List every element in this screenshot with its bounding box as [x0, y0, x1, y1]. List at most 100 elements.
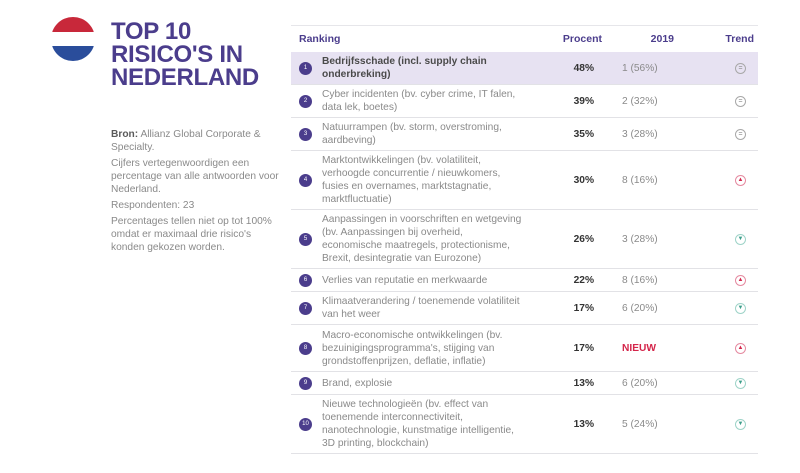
- trend-equal-icon: =: [735, 62, 746, 74]
- risk-ranking-table: Ranking Procent 2019 Trend 1 Bedrijfsscha…: [291, 25, 758, 454]
- trend-down-icon: ▼: [735, 302, 746, 314]
- risk-cell: 9 Brand, explosie: [291, 374, 524, 393]
- table-row: 8 Macro-economische ontwikkelingen (bv. b…: [291, 325, 758, 372]
- previous-year-rank: 2 (32%): [622, 95, 658, 107]
- table-row: 1 Bedrijfsschade (incl. supply chain onde…: [291, 52, 758, 85]
- table-row: 10 Nieuwe technologieën (bv. effect van t…: [291, 395, 758, 454]
- table-top-divider: [291, 25, 758, 26]
- previous-year-rank: NIEUW: [622, 342, 656, 354]
- risk-description: Verlies van reputatie en merkwaarde: [322, 274, 488, 286]
- source-line: Bron: Allianz Global Corporate & Special…: [111, 128, 286, 154]
- table-header: Ranking Procent 2019 Trend: [291, 26, 758, 52]
- percent-value: 17%: [573, 302, 594, 314]
- risk-cell: 7 Klimaatverandering / toenemende volatil…: [291, 292, 524, 324]
- rank-badge: 2: [299, 94, 312, 108]
- trend-down-icon: ▼: [735, 377, 746, 389]
- previous-year-rank: 8 (16%): [622, 274, 658, 286]
- risk-description: Brand, explosie: [322, 377, 393, 389]
- rank-badge: 7: [299, 301, 312, 315]
- source-label: Bron:: [111, 129, 139, 140]
- trend-up-icon: ▲: [735, 274, 746, 286]
- header-ranking: Ranking: [299, 33, 341, 45]
- trend-cell: ▲: [696, 274, 758, 286]
- percent-value: 13%: [573, 418, 594, 430]
- risk-description: Macro-economische ontwikkelingen (bv. be…: [322, 329, 503, 367]
- risk-description: Cyber incidenten (bv. cyber crime, IT fa…: [322, 89, 516, 113]
- title-line: TOP 10: [111, 18, 192, 45]
- percent-value: 30%: [573, 174, 594, 186]
- risk-cell: 5 Aanpassingen in voorschriften en wetgev…: [291, 210, 524, 268]
- trend-cell: ▼: [696, 377, 758, 389]
- header-trend: Trend: [725, 33, 754, 45]
- risk-description: Nieuwe technologieën (bv. effect van toe…: [322, 399, 514, 449]
- trend-cell: ▼: [696, 418, 758, 430]
- table-row: 2 Cyber incidenten (bv. cyber crime, IT f…: [291, 85, 758, 118]
- table-row: 9 Brand, explosie 13% 6 (20%) ▼: [291, 372, 758, 395]
- rank-badge: 10: [299, 417, 312, 431]
- rank-badge: 6: [299, 273, 312, 287]
- table-row: 4 Marktontwikkelingen (bv. volatiliteit, …: [291, 151, 758, 210]
- trend-equal-icon: =: [735, 128, 746, 140]
- risk-description: Aanpassingen in voorschriften en wetgevi…: [322, 214, 522, 264]
- trend-up-icon: ▲: [735, 342, 746, 354]
- previous-year-rank: 6 (20%): [622, 377, 658, 389]
- note-totals: Percentages tellen niet op tot 100% omda…: [111, 216, 272, 253]
- rank-badge: 9: [299, 376, 312, 390]
- rank-badge: 5: [299, 232, 312, 246]
- percent-value: 39%: [573, 95, 594, 107]
- risk-cell: 6 Verlies van reputatie en merkwaarde: [291, 271, 524, 290]
- trend-equal-icon: =: [735, 95, 746, 107]
- risk-description: Natuurrampen (bv. storm, overstroming, a…: [322, 122, 502, 146]
- percent-value: 17%: [573, 342, 594, 354]
- trend-cell: ▼: [696, 302, 758, 314]
- previous-year-rank: 8 (16%): [622, 174, 658, 186]
- title-line: NEDERLAND: [111, 64, 259, 91]
- source-notes: Bron: Allianz Global Corporate & Special…: [111, 128, 286, 257]
- risk-cell: 1 Bedrijfsschade (incl. supply chain onde…: [291, 52, 524, 84]
- percent-value: 48%: [573, 62, 594, 74]
- risk-description: Bedrijfsschade (incl. supply chain onder…: [322, 56, 487, 80]
- trend-cell: ▼: [696, 233, 758, 245]
- percent-value: 22%: [573, 274, 594, 286]
- percent-value: 26%: [573, 233, 594, 245]
- title-line: RISICO'S IN: [111, 41, 243, 68]
- rank-badge: 4: [299, 173, 312, 187]
- percent-value: 13%: [573, 377, 594, 389]
- rank-badge: 3: [299, 127, 312, 141]
- trend-cell: =: [696, 128, 758, 140]
- risk-description: Marktontwikkelingen (bv. volatiliteit, v…: [322, 155, 501, 205]
- previous-year-rank: 3 (28%): [622, 128, 658, 140]
- trend-cell: =: [696, 95, 758, 107]
- respondents-count: Respondenten: 23: [111, 200, 195, 211]
- risk-cell: 10 Nieuwe technologieën (bv. effect van t…: [291, 395, 524, 453]
- trend-down-icon: ▼: [735, 233, 746, 245]
- netherlands-flag-icon: [51, 17, 95, 61]
- risk-cell: 8 Macro-economische ontwikkelingen (bv. b…: [291, 326, 524, 371]
- previous-year-rank: 1 (56%): [622, 62, 658, 74]
- previous-year-rank: 6 (20%): [622, 302, 658, 314]
- table-row: 5 Aanpassingen in voorschriften en wetgev…: [291, 210, 758, 269]
- previous-year-rank: 5 (24%): [622, 418, 658, 430]
- rank-badge: 8: [299, 341, 312, 355]
- risk-cell: 3 Natuurrampen (bv. storm, overstroming, …: [291, 118, 524, 150]
- table-row: 7 Klimaatverandering / toenemende volatil…: [291, 292, 758, 325]
- table-body: 1 Bedrijfsschade (incl. supply chain onde…: [291, 52, 758, 454]
- header-percent: Procent: [562, 33, 602, 45]
- risk-cell: 2 Cyber incidenten (bv. cyber crime, IT f…: [291, 85, 524, 117]
- trend-up-icon: ▲: [735, 174, 746, 186]
- trend-down-icon: ▼: [735, 418, 746, 430]
- rank-badge: 1: [299, 61, 312, 75]
- header-2019: 2019: [650, 33, 674, 45]
- table-row: 6 Verlies van reputatie en merkwaarde 22% 8…: [291, 269, 758, 292]
- trend-cell: ▲: [696, 174, 758, 186]
- trend-cell: ▲: [696, 342, 758, 354]
- risk-cell: 4 Marktontwikkelingen (bv. volatiliteit, …: [291, 151, 524, 209]
- percent-value: 35%: [573, 128, 594, 140]
- page-title: TOP 10 RISICO'S IN NEDERLAND: [111, 18, 259, 91]
- risk-description: Klimaatverandering / toenemende volatili…: [322, 296, 520, 320]
- table-row: 3 Natuurrampen (bv. storm, overstroming, …: [291, 118, 758, 151]
- previous-year-rank: 3 (28%): [622, 233, 658, 245]
- source-text: Allianz Global Corporate & Specialty.: [111, 129, 261, 153]
- note-percentages: Cijfers vertegenwoordigen een percentage…: [111, 158, 279, 195]
- trend-cell: =: [696, 62, 758, 74]
